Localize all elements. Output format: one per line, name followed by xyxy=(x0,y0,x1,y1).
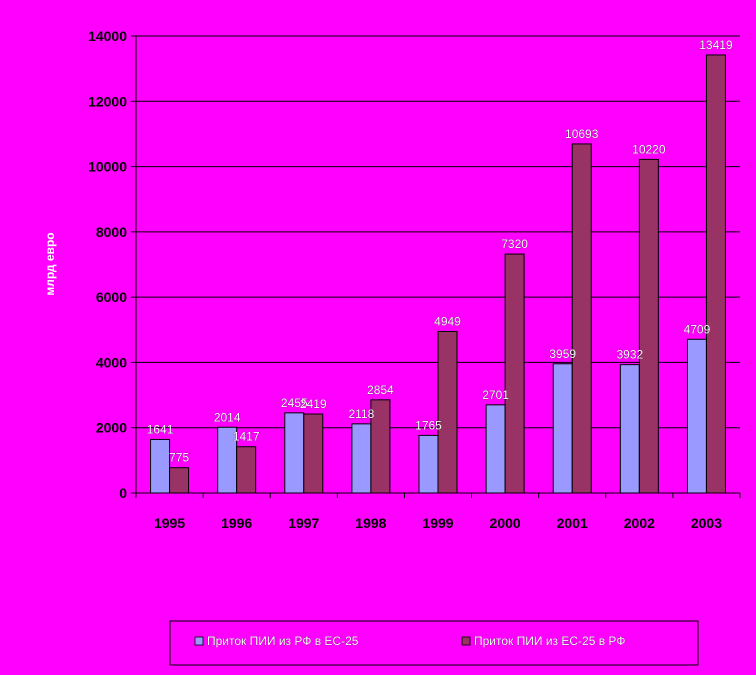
data-label-series0-2000: 2701 xyxy=(482,388,509,402)
x-tick-label-1997: 1997 xyxy=(288,515,319,531)
bar-series1-2002 xyxy=(638,158,659,494)
y-axis-label: млрд евро xyxy=(43,232,57,295)
gridlines xyxy=(136,35,740,429)
x-tick-label-1995: 1995 xyxy=(154,515,185,531)
data-label-series0-1996: 2014 xyxy=(214,410,241,424)
data-label-series1-1998: 2854 xyxy=(367,383,394,397)
data-label-series0-2002: 3932 xyxy=(616,348,643,362)
y-tick-label-0: 0 xyxy=(119,485,127,501)
bar-series1-1999 xyxy=(437,330,458,494)
y-tick-label-6000: 6000 xyxy=(96,289,127,305)
x-tick-label-1998: 1998 xyxy=(355,515,386,531)
x-tick-label-2002: 2002 xyxy=(624,515,655,531)
bar-series0-1995 xyxy=(150,438,171,494)
y-tick-label-14000: 14000 xyxy=(88,28,127,44)
bar-series0-2002 xyxy=(619,364,640,494)
bar-series1-1995 xyxy=(169,467,190,494)
data-label-series1-1996: 1417 xyxy=(233,430,260,444)
legend-swatch-inflow-eu-to-rf xyxy=(461,636,471,646)
bar-series0-1999 xyxy=(418,434,439,494)
data-label-series0-2001: 3959 xyxy=(549,347,576,361)
data-label-series1-2000: 7320 xyxy=(501,237,528,251)
data-label-series1-1997: 2419 xyxy=(300,397,327,411)
x-tick-label-1999: 1999 xyxy=(422,515,453,531)
data-label-series0-2003: 4709 xyxy=(684,322,711,336)
bar-series1-2000 xyxy=(504,253,525,494)
y-tick-label-10000: 10000 xyxy=(88,159,127,175)
data-label-series0-1998: 2118 xyxy=(348,407,374,421)
bar-series0-1997 xyxy=(284,412,305,494)
bar-series0-2000 xyxy=(485,404,506,494)
bars xyxy=(150,54,726,494)
legend-swatch-inflow-rf-to-eu xyxy=(194,636,204,646)
data-label-series1-1995: 775 xyxy=(169,451,189,465)
legend-frame xyxy=(169,620,699,666)
x-tick-label-1996: 1996 xyxy=(221,515,252,531)
y-tick-label-4000: 4000 xyxy=(96,354,127,370)
legend-label-inflow-rf-to-eu: Приток ПИИ из РФ в ЕС-25 xyxy=(207,634,359,648)
bar-series0-1998 xyxy=(351,423,372,494)
x-tick-label-2003: 2003 xyxy=(691,515,722,531)
data-label-series1-1999: 4949 xyxy=(434,314,461,328)
y-tick-label-12000: 12000 xyxy=(88,93,127,109)
bar-series0-2003 xyxy=(686,338,707,494)
y-tick-label-8000: 8000 xyxy=(96,224,127,240)
data-labels: 1641 2014 2455 2118 1765 2701 3959 3932 4709 775 1… xyxy=(147,38,734,465)
data-label-series1-2001: 10693 xyxy=(565,127,599,141)
data-label-series0-1997: 2455 xyxy=(281,396,308,410)
data-label-series1-2002: 10220 xyxy=(632,142,666,156)
x-tick-label-2000: 2000 xyxy=(490,515,521,531)
data-label-series0-1999: 1765 xyxy=(415,418,442,432)
legend-label-inflow-eu-to-rf: Приток ПИИ из ЕС-25 в РФ xyxy=(474,634,625,648)
bar-series1-1996 xyxy=(236,446,257,494)
bar-series1-2003 xyxy=(705,54,726,494)
bar-series0-2001 xyxy=(552,363,573,494)
data-label-series0-1995: 1641 xyxy=(147,422,174,436)
legend: Приток ПИИ из РФ в ЕС-25 Приток ПИИ из Е… xyxy=(169,620,699,666)
y-tick-label-2000: 2000 xyxy=(96,420,127,436)
bar-series1-1997 xyxy=(303,413,324,494)
data-label-series1-2003: 13419 xyxy=(699,38,733,52)
bar-series1-2001 xyxy=(571,143,592,494)
axes: 0 2000 4000 6000 8000 10000 12000 14000 1995 1996… xyxy=(88,28,741,531)
x-tick-label-2001: 2001 xyxy=(557,515,588,531)
